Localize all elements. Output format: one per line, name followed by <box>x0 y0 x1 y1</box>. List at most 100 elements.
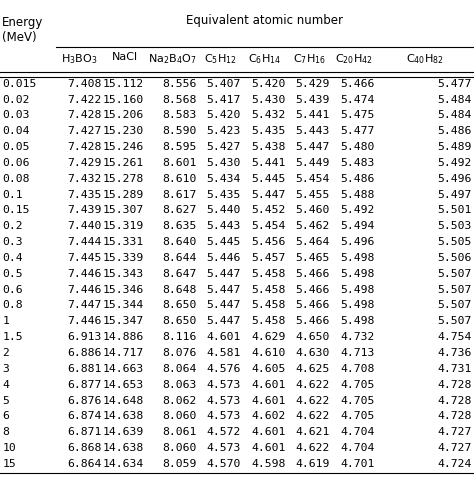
Text: 5: 5 <box>2 396 9 406</box>
Text: 5.449: 5.449 <box>295 158 330 168</box>
Text: 5.452: 5.452 <box>251 205 285 216</box>
Text: 5.429: 5.429 <box>295 79 330 89</box>
Text: 8.601: 8.601 <box>162 158 196 168</box>
Text: 0.03: 0.03 <box>2 110 30 120</box>
Text: 7.446: 7.446 <box>67 316 101 326</box>
Text: 4.705: 4.705 <box>340 396 374 406</box>
Text: C$_{40}$H$_{82}$: C$_{40}$H$_{82}$ <box>406 52 444 66</box>
Text: 15.346: 15.346 <box>103 285 144 295</box>
Text: 4.601: 4.601 <box>251 380 285 390</box>
Text: NaCl: NaCl <box>111 52 138 62</box>
Text: 0.05: 0.05 <box>2 142 30 152</box>
Text: 4.728: 4.728 <box>438 396 472 406</box>
Text: 8.647: 8.647 <box>162 269 196 279</box>
Text: 5.489: 5.489 <box>438 142 472 152</box>
Text: 5.486: 5.486 <box>340 174 374 184</box>
Text: 2: 2 <box>2 348 9 358</box>
Text: 8.627: 8.627 <box>162 205 196 216</box>
Text: 5.430: 5.430 <box>251 95 285 105</box>
Text: 4.610: 4.610 <box>251 348 285 358</box>
Text: 4.754: 4.754 <box>438 332 472 342</box>
Text: 15.339: 15.339 <box>103 253 144 263</box>
Text: 8.595: 8.595 <box>162 142 196 152</box>
Text: 5.492: 5.492 <box>438 158 472 168</box>
Text: Na$_2$B$_4$O$_7$: Na$_2$B$_4$O$_7$ <box>148 52 196 66</box>
Text: 6.876: 6.876 <box>67 396 101 406</box>
Text: 15.246: 15.246 <box>103 142 144 152</box>
Text: Energy
(MeV): Energy (MeV) <box>2 16 44 44</box>
Text: 5.498: 5.498 <box>340 285 374 295</box>
Text: 5.501: 5.501 <box>438 205 472 216</box>
Text: 5.435: 5.435 <box>206 190 241 200</box>
Text: 4.622: 4.622 <box>295 380 330 390</box>
Text: 4.704: 4.704 <box>340 443 374 453</box>
Text: 6.913: 6.913 <box>67 332 101 342</box>
Text: 8.116: 8.116 <box>162 332 196 342</box>
Text: 0.06: 0.06 <box>2 158 30 168</box>
Text: 5.458: 5.458 <box>251 316 285 326</box>
Text: 6.874: 6.874 <box>67 411 101 421</box>
Text: 4.622: 4.622 <box>295 411 330 421</box>
Text: 4.727: 4.727 <box>438 427 472 437</box>
Text: 6.868: 6.868 <box>67 443 101 453</box>
Text: 4.576: 4.576 <box>206 364 241 374</box>
Text: 4.629: 4.629 <box>251 332 285 342</box>
Text: 4.605: 4.605 <box>251 364 285 374</box>
Text: 5.496: 5.496 <box>438 174 472 184</box>
Text: 4.704: 4.704 <box>340 427 374 437</box>
Text: 5.466: 5.466 <box>295 300 330 311</box>
Text: 4.598: 4.598 <box>251 459 285 469</box>
Text: 0.15: 0.15 <box>2 205 30 216</box>
Text: 4.630: 4.630 <box>295 348 330 358</box>
Text: 5.486: 5.486 <box>438 126 472 136</box>
Text: 14.638: 14.638 <box>103 443 144 453</box>
Text: 5.447: 5.447 <box>206 285 241 295</box>
Text: 0.5: 0.5 <box>2 269 23 279</box>
Text: 14.663: 14.663 <box>103 364 144 374</box>
Text: 4.621: 4.621 <box>295 427 330 437</box>
Text: 5.417: 5.417 <box>206 95 241 105</box>
Text: 5.456: 5.456 <box>251 237 285 247</box>
Text: 4.736: 4.736 <box>438 348 472 358</box>
Text: 5.454: 5.454 <box>295 174 330 184</box>
Text: 15.307: 15.307 <box>103 205 144 216</box>
Text: 4.602: 4.602 <box>251 411 285 421</box>
Text: 5.447: 5.447 <box>206 269 241 279</box>
Text: 5.441: 5.441 <box>251 158 285 168</box>
Text: 5.484: 5.484 <box>438 110 472 120</box>
Text: 5.483: 5.483 <box>340 158 374 168</box>
Text: 4.573: 4.573 <box>206 380 241 390</box>
Text: 5.462: 5.462 <box>295 221 330 231</box>
Text: 8.060: 8.060 <box>162 443 196 453</box>
Text: 6.877: 6.877 <box>67 380 101 390</box>
Text: 4.727: 4.727 <box>438 443 472 453</box>
Text: 4.731: 4.731 <box>438 364 472 374</box>
Text: 15.343: 15.343 <box>103 269 144 279</box>
Text: 4.622: 4.622 <box>295 396 330 406</box>
Text: 5.496: 5.496 <box>340 237 374 247</box>
Text: 0.04: 0.04 <box>2 126 30 136</box>
Text: 7.429: 7.429 <box>67 158 101 168</box>
Text: 4.705: 4.705 <box>340 380 374 390</box>
Text: 0.6: 0.6 <box>2 285 23 295</box>
Text: 5.423: 5.423 <box>206 126 241 136</box>
Text: 5.494: 5.494 <box>340 221 374 231</box>
Text: 7.408: 7.408 <box>67 79 101 89</box>
Text: 8.076: 8.076 <box>162 348 196 358</box>
Text: 1.5: 1.5 <box>2 332 23 342</box>
Text: 5.498: 5.498 <box>340 300 374 311</box>
Text: 14.639: 14.639 <box>103 427 144 437</box>
Text: 8.648: 8.648 <box>162 285 196 295</box>
Text: 8: 8 <box>2 427 9 437</box>
Text: 8.644: 8.644 <box>162 253 196 263</box>
Text: 15.331: 15.331 <box>103 237 144 247</box>
Text: 5.432: 5.432 <box>251 110 285 120</box>
Text: 5.445: 5.445 <box>206 237 241 247</box>
Text: 15.278: 15.278 <box>103 174 144 184</box>
Text: 5.474: 5.474 <box>340 95 374 105</box>
Text: 7.427: 7.427 <box>67 126 101 136</box>
Text: 14.886: 14.886 <box>103 332 144 342</box>
Text: 4.573: 4.573 <box>206 443 241 453</box>
Text: 5.443: 5.443 <box>206 221 241 231</box>
Text: 5.455: 5.455 <box>295 190 330 200</box>
